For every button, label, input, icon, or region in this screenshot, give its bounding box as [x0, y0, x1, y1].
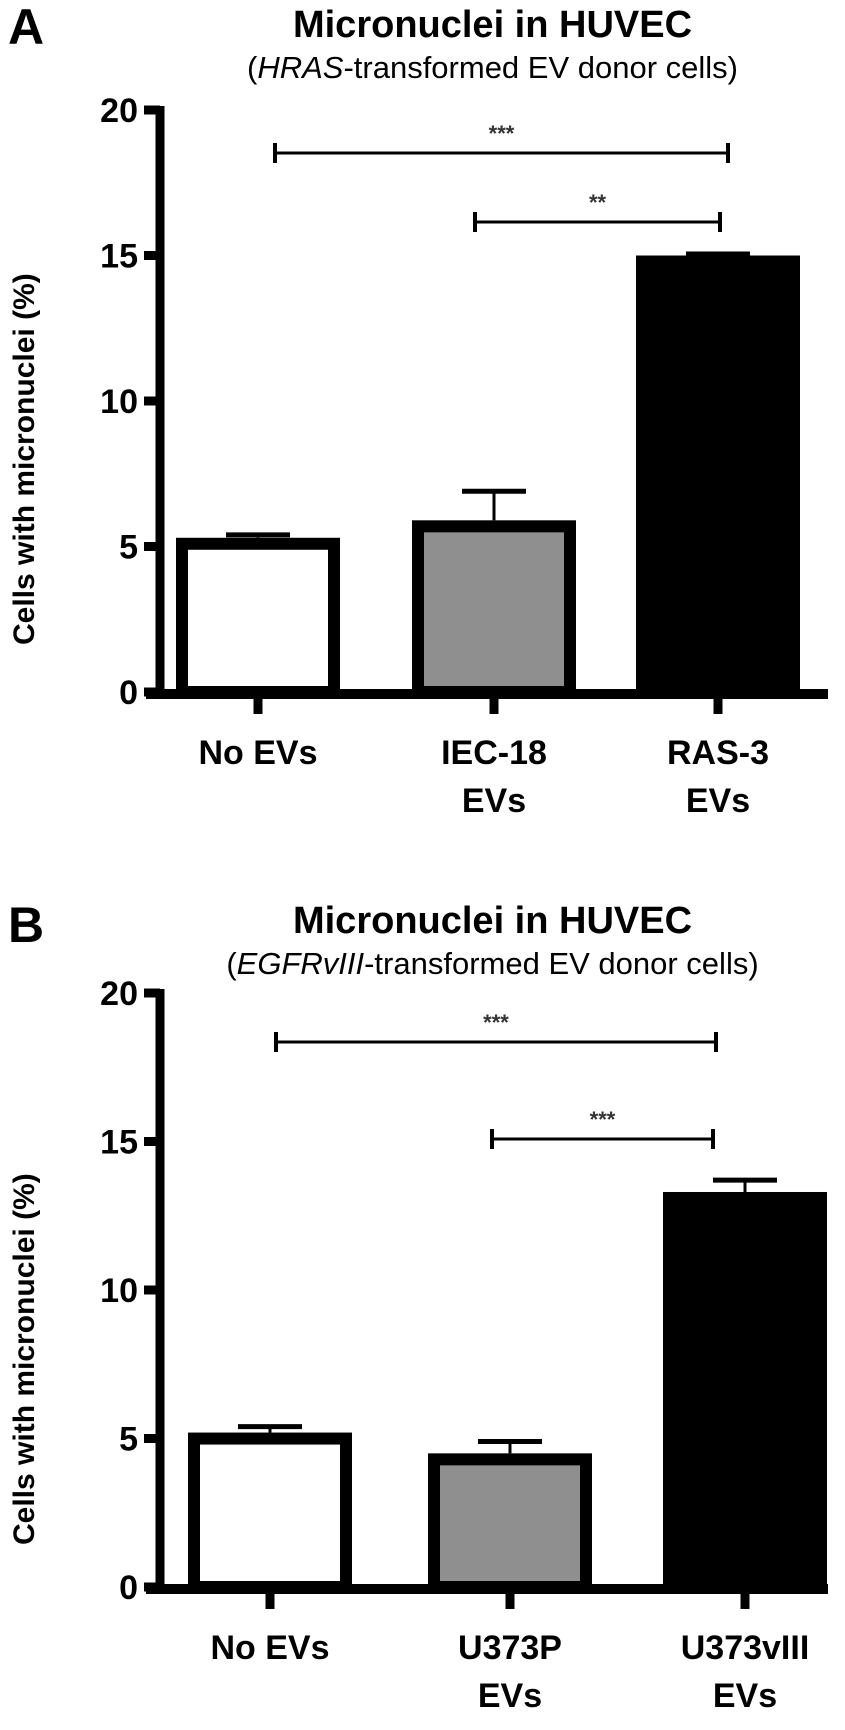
- category-label-line2: EVs: [686, 782, 750, 820]
- significance-stars: **: [589, 190, 607, 215]
- bar-1: [188, 1432, 352, 1594]
- category-label-line2: EVs: [462, 782, 526, 820]
- category-label: No EVs: [198, 734, 317, 772]
- bar-3: [636, 255, 800, 698]
- y-tick-label: 0: [119, 674, 138, 712]
- panel-a: A Micronuclei in HUVEC (HRAS-transformed…: [0, 0, 845, 860]
- y-tick-label: 0: [119, 1569, 138, 1607]
- chart-title-a: Micronuclei in HUVEC: [292, 4, 693, 46]
- category-label-line2: EVs: [478, 1677, 542, 1715]
- category-label: RAS-3: [667, 734, 769, 772]
- y-tick-label: 15: [100, 238, 138, 276]
- category-label-line2: EVs: [713, 1677, 777, 1715]
- subtitle-rest: -transformed EV donor cells): [343, 50, 738, 85]
- subtitle-open-paren: (: [226, 946, 237, 981]
- subtitle-gene-italic: HRAS: [257, 50, 344, 85]
- chart-title-b: Micronuclei in HUVEC: [292, 900, 693, 942]
- category-label: No EVs: [210, 1629, 329, 1667]
- panel-letter-b: B: [8, 897, 45, 953]
- y-tick-label: 10: [100, 383, 138, 421]
- y-tick-label: 5: [119, 1421, 138, 1459]
- category-label: IEC-18: [441, 734, 547, 772]
- y-tick-label: 5: [119, 529, 138, 567]
- subtitle-gene-italic: EGFRvIII: [236, 946, 365, 981]
- y-tick-label: 20: [100, 975, 138, 1013]
- significance-stars: ***: [590, 1107, 616, 1132]
- significance-stars: ***: [489, 121, 515, 146]
- significance-stars: ***: [483, 1010, 509, 1035]
- subtitle-rest: -transformed EV donor cells): [364, 946, 759, 981]
- y-tick-label: 15: [100, 1124, 138, 1162]
- bar-2: [428, 1453, 592, 1593]
- category-label: U373vIII: [681, 1629, 810, 1667]
- chart-subtitle-b: (EGFRvIII-transformed EV donor cells): [140, 948, 845, 979]
- y-tick-label: 20: [100, 92, 138, 130]
- chart-subtitle-a: (HRAS-transformed EV donor cells): [140, 52, 845, 83]
- bar-3: [663, 1191, 827, 1593]
- panel-letter-a: A: [8, 0, 45, 55]
- category-label: U373P: [458, 1629, 562, 1667]
- subtitle-open-paren: (: [246, 50, 258, 85]
- y-tick-label: 10: [100, 1272, 138, 1310]
